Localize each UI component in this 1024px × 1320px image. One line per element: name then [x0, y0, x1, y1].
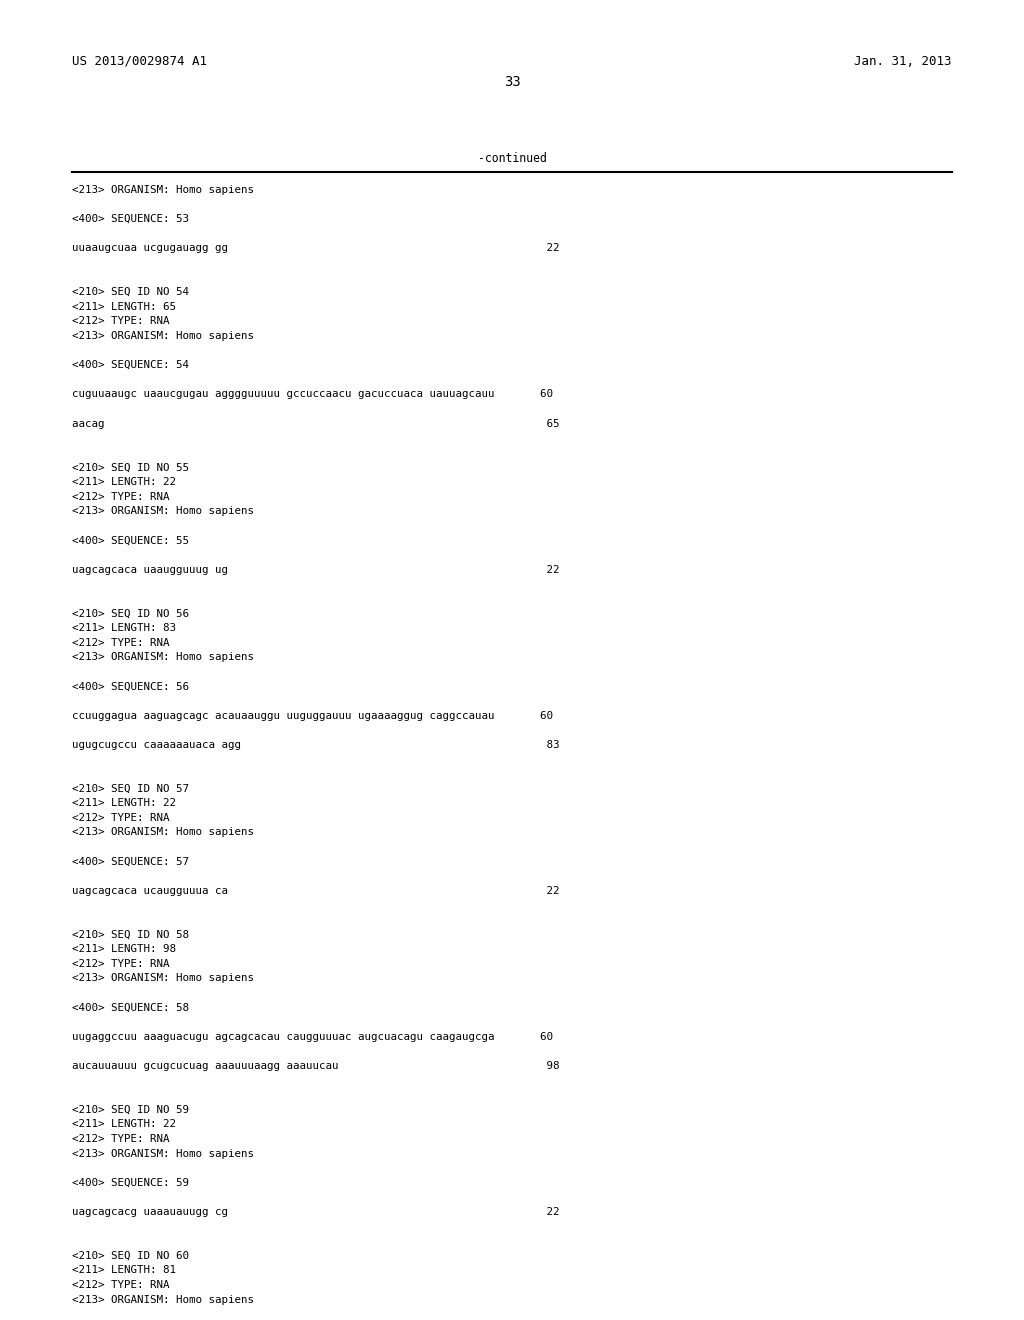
Text: uagcagcacg uaaauauugg cg                                                 22: uagcagcacg uaaauauugg cg 22: [72, 1206, 559, 1217]
Text: <213> ORGANISM: Homo sapiens: <213> ORGANISM: Homo sapiens: [72, 1148, 254, 1159]
Text: <211> LENGTH: 22: <211> LENGTH: 22: [72, 799, 176, 808]
Text: <211> LENGTH: 65: <211> LENGTH: 65: [72, 302, 176, 312]
Text: <212> TYPE: RNA: <212> TYPE: RNA: [72, 1280, 170, 1290]
Text: cuguuaaugc uaaucgugau agggguuuuu gccuccaacu gacuccuaca uauuagcauu       60: cuguuaaugc uaaucgugau agggguuuuu gccucca…: [72, 389, 553, 400]
Text: uagcagcaca ucaugguuua ca                                                 22: uagcagcaca ucaugguuua ca 22: [72, 886, 559, 896]
Text: <210> SEQ ID NO 54: <210> SEQ ID NO 54: [72, 288, 189, 297]
Text: <400> SEQUENCE: 55: <400> SEQUENCE: 55: [72, 536, 189, 545]
Text: <212> TYPE: RNA: <212> TYPE: RNA: [72, 317, 170, 326]
Text: <400> SEQUENCE: 56: <400> SEQUENCE: 56: [72, 681, 189, 692]
Text: <211> LENGTH: 81: <211> LENGTH: 81: [72, 1266, 176, 1275]
Text: <212> TYPE: RNA: <212> TYPE: RNA: [72, 813, 170, 822]
Text: <212> TYPE: RNA: <212> TYPE: RNA: [72, 958, 170, 969]
Text: <400> SEQUENCE: 53: <400> SEQUENCE: 53: [72, 214, 189, 224]
Text: <210> SEQ ID NO 59: <210> SEQ ID NO 59: [72, 1105, 189, 1115]
Text: <210> SEQ ID NO 55: <210> SEQ ID NO 55: [72, 462, 189, 473]
Text: <212> TYPE: RNA: <212> TYPE: RNA: [72, 491, 170, 502]
Text: <210> SEQ ID NO 56: <210> SEQ ID NO 56: [72, 609, 189, 618]
Text: <400> SEQUENCE: 59: <400> SEQUENCE: 59: [72, 1177, 189, 1188]
Text: <211> LENGTH: 83: <211> LENGTH: 83: [72, 623, 176, 634]
Text: <400> SEQUENCE: 58: <400> SEQUENCE: 58: [72, 1003, 189, 1012]
Text: <213> ORGANISM: Homo sapiens: <213> ORGANISM: Homo sapiens: [72, 185, 254, 195]
Text: <212> TYPE: RNA: <212> TYPE: RNA: [72, 1134, 170, 1144]
Text: aacag                                                                    65: aacag 65: [72, 418, 559, 429]
Text: uuaaugcuaa ucgugauagg gg                                                 22: uuaaugcuaa ucgugauagg gg 22: [72, 243, 559, 253]
Text: <400> SEQUENCE: 57: <400> SEQUENCE: 57: [72, 857, 189, 867]
Text: <213> ORGANISM: Homo sapiens: <213> ORGANISM: Homo sapiens: [72, 652, 254, 663]
Text: <211> LENGTH: 22: <211> LENGTH: 22: [72, 1119, 176, 1130]
Text: <210> SEQ ID NO 58: <210> SEQ ID NO 58: [72, 929, 189, 940]
Text: <210> SEQ ID NO 60: <210> SEQ ID NO 60: [72, 1251, 189, 1261]
Text: <213> ORGANISM: Homo sapiens: <213> ORGANISM: Homo sapiens: [72, 331, 254, 341]
Text: -continued: -continued: [477, 152, 547, 165]
Text: ccuuggagua aaguagcagc acauaauggu uuguggauuu ugaaaaggug caggccauau       60: ccuuggagua aaguagcagc acauaauggu uugugga…: [72, 710, 553, 721]
Text: aucauuauuu gcugcucuag aaauuuaagg aaauucau                                98: aucauuauuu gcugcucuag aaauuuaagg aaauuca…: [72, 1061, 559, 1071]
Text: <213> ORGANISM: Homo sapiens: <213> ORGANISM: Homo sapiens: [72, 828, 254, 837]
Text: <213> ORGANISM: Homo sapiens: <213> ORGANISM: Homo sapiens: [72, 506, 254, 516]
Text: ugugcugccu caaaaaauaca agg                                               83: ugugcugccu caaaaaauaca agg 83: [72, 739, 559, 750]
Text: <213> ORGANISM: Homo sapiens: <213> ORGANISM: Homo sapiens: [72, 1295, 254, 1304]
Text: <212> TYPE: RNA: <212> TYPE: RNA: [72, 638, 170, 648]
Text: US 2013/0029874 A1: US 2013/0029874 A1: [72, 55, 207, 69]
Text: Jan. 31, 2013: Jan. 31, 2013: [854, 55, 952, 69]
Text: <211> LENGTH: 22: <211> LENGTH: 22: [72, 477, 176, 487]
Text: uugaggccuu aaaguacugu agcagcacau caugguuuac augcuacagu caagaugcga       60: uugaggccuu aaaguacugu agcagcacau caugguu…: [72, 1032, 553, 1041]
Text: <211> LENGTH: 98: <211> LENGTH: 98: [72, 944, 176, 954]
Text: <213> ORGANISM: Homo sapiens: <213> ORGANISM: Homo sapiens: [72, 973, 254, 983]
Text: <400> SEQUENCE: 54: <400> SEQUENCE: 54: [72, 360, 189, 370]
Text: uagcagcaca uaaugguuug ug                                                 22: uagcagcaca uaaugguuug ug 22: [72, 565, 559, 574]
Text: <210> SEQ ID NO 57: <210> SEQ ID NO 57: [72, 784, 189, 793]
Text: 33: 33: [504, 75, 520, 88]
